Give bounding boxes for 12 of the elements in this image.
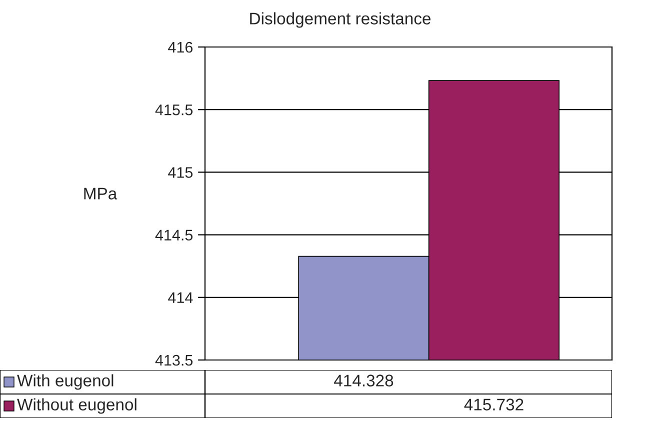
legend-label: Without eugenol	[17, 398, 136, 414]
y-tick-label: 416	[168, 42, 193, 53]
y-axis-title: MPa	[84, 188, 118, 200]
y-tick-label: 414.5	[155, 230, 193, 240]
chart-title: Dislodgement resistance	[250, 12, 431, 28]
y-tick-label: 415.5	[155, 104, 193, 116]
y-tick-label: 414	[168, 292, 193, 303]
y-tick-label: 413.5	[155, 354, 193, 366]
data-label: 415.732	[464, 398, 524, 410]
data-label: 414.328	[334, 374, 394, 386]
y-tick-label: 415	[168, 167, 193, 178]
legend-label: With eugenol	[17, 374, 114, 390]
